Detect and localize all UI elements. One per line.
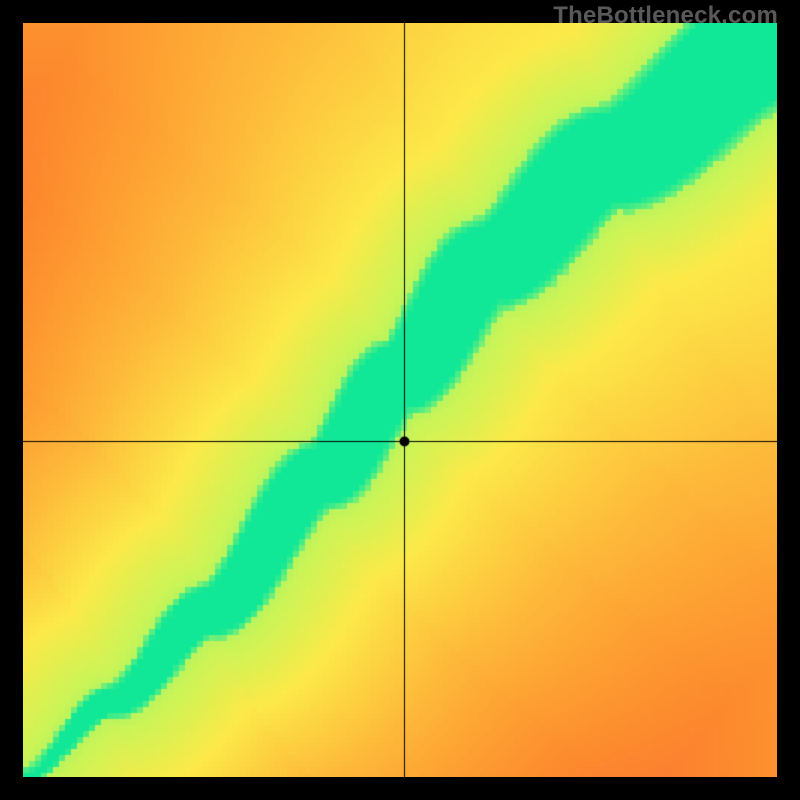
watermark-text: TheBottleneck.com xyxy=(553,2,778,30)
heatmap-canvas xyxy=(23,23,777,777)
